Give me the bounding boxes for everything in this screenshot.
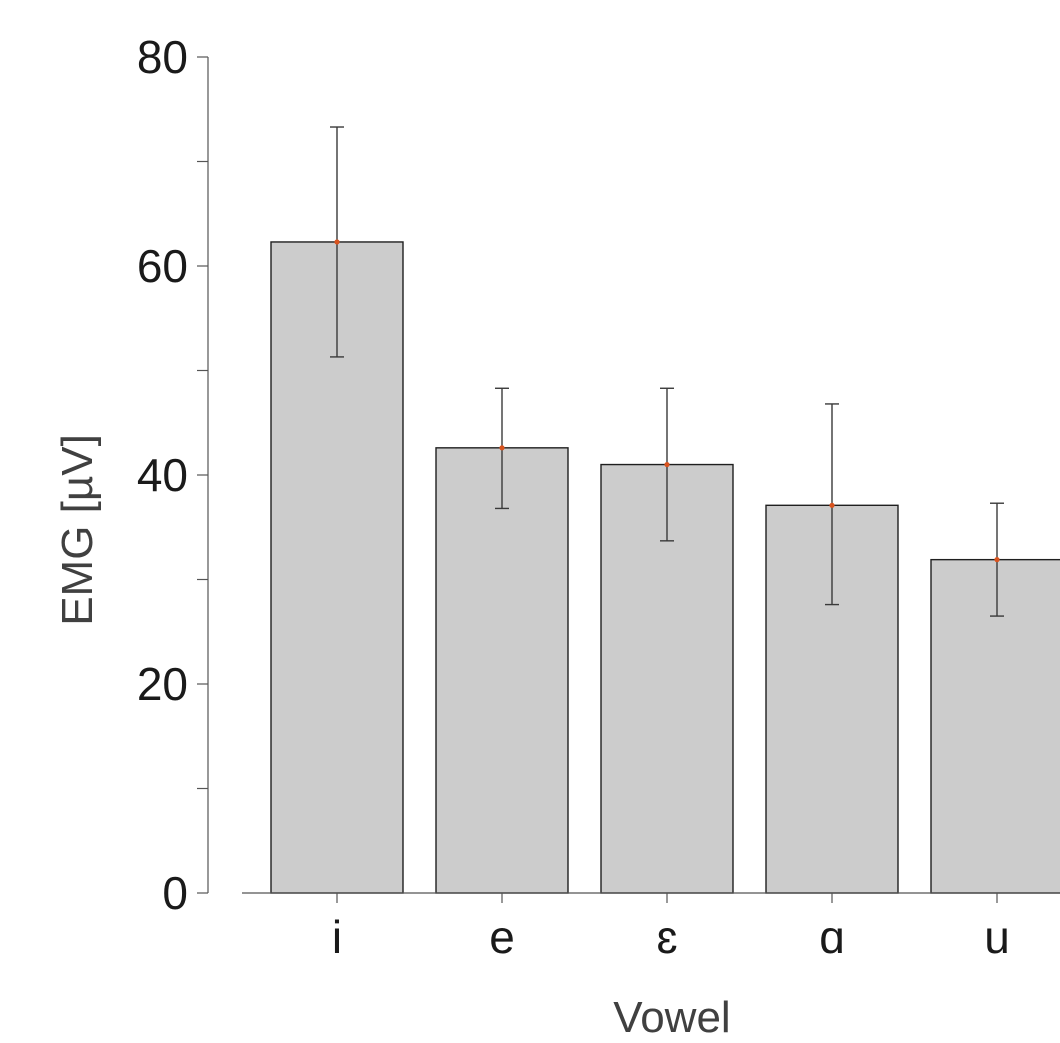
mean-marker <box>499 445 505 451</box>
bar-2 <box>435 447 569 894</box>
x-tick-label: ɛ <box>656 911 677 963</box>
y-tick-label: 20 <box>137 658 188 710</box>
mean-marker <box>994 557 1000 563</box>
bars <box>270 241 1060 894</box>
bar-5 <box>930 558 1060 894</box>
y-tick-label: 40 <box>137 449 188 501</box>
mean-marker <box>664 461 670 468</box>
x-tick-label: u <box>984 911 1010 963</box>
x-tick-label: i <box>332 911 342 963</box>
y-axis-title: EMG [µV] <box>53 434 102 626</box>
error-bars <box>330 126 1004 617</box>
y-axis: 0 20 40 60 80 <box>137 31 209 919</box>
y-tick-label: 60 <box>137 240 188 292</box>
mean-marker <box>829 502 835 508</box>
x-axis-title: Vowel <box>613 993 730 1042</box>
y-tick-label: 80 <box>137 31 188 83</box>
x-tick-label: ɑ <box>819 911 845 963</box>
y-tick-label: 0 <box>162 867 188 919</box>
x-tick-label: e <box>489 911 515 963</box>
mean-marker <box>334 239 340 245</box>
